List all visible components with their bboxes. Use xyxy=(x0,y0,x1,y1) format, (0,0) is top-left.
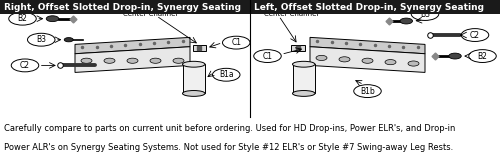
Text: Right, Offset Slotted Drop-in, Synergy Seating: Right, Offset Slotted Drop-in, Synergy S… xyxy=(4,3,241,12)
Circle shape xyxy=(408,61,419,66)
Circle shape xyxy=(150,58,161,63)
Text: Power ALR's on Synergy Seating Systems. Not used for Style #12 ELR's or Style #7: Power ALR's on Synergy Seating Systems. … xyxy=(4,143,453,152)
Circle shape xyxy=(449,53,461,59)
Text: B1b: B1b xyxy=(360,87,375,96)
Circle shape xyxy=(339,57,350,62)
Circle shape xyxy=(64,38,73,42)
Circle shape xyxy=(173,58,184,63)
Polygon shape xyxy=(310,47,425,72)
Circle shape xyxy=(362,58,373,63)
Text: C2: C2 xyxy=(20,61,30,70)
Circle shape xyxy=(104,58,115,63)
Text: B1a: B1a xyxy=(219,70,234,79)
Bar xyxy=(0,0,250,14)
Text: C1: C1 xyxy=(262,52,272,61)
Bar xyxy=(292,64,315,93)
Ellipse shape xyxy=(292,61,315,67)
Circle shape xyxy=(316,55,327,60)
Ellipse shape xyxy=(182,61,205,67)
Text: To Side Rail
Center Channel: To Side Rail Center Channel xyxy=(123,4,177,16)
Circle shape xyxy=(46,16,59,22)
Ellipse shape xyxy=(292,91,315,96)
Circle shape xyxy=(127,58,138,63)
Text: Left, Offset Slotted Drop-in, Synergy Seating: Left, Offset Slotted Drop-in, Synergy Se… xyxy=(254,3,484,12)
Bar xyxy=(291,45,305,51)
Bar xyxy=(192,45,206,51)
Text: C2: C2 xyxy=(470,31,480,40)
Text: B2: B2 xyxy=(18,14,28,23)
Circle shape xyxy=(400,18,412,24)
Text: B3: B3 xyxy=(36,35,46,44)
Circle shape xyxy=(385,60,396,65)
Bar xyxy=(250,0,500,14)
Polygon shape xyxy=(75,37,190,54)
Polygon shape xyxy=(310,37,425,54)
Circle shape xyxy=(81,58,92,63)
Text: C1: C1 xyxy=(231,38,241,47)
Polygon shape xyxy=(75,47,190,72)
Text: To Side Rail
Center Channel: To Side Rail Center Channel xyxy=(264,4,318,16)
Text: B3: B3 xyxy=(420,9,430,19)
Text: Carefully compare to parts on current unit before ordering. Used for HD Drop-ins: Carefully compare to parts on current un… xyxy=(4,124,456,133)
Text: B2: B2 xyxy=(478,52,488,61)
Bar xyxy=(182,64,205,93)
Ellipse shape xyxy=(182,91,205,96)
